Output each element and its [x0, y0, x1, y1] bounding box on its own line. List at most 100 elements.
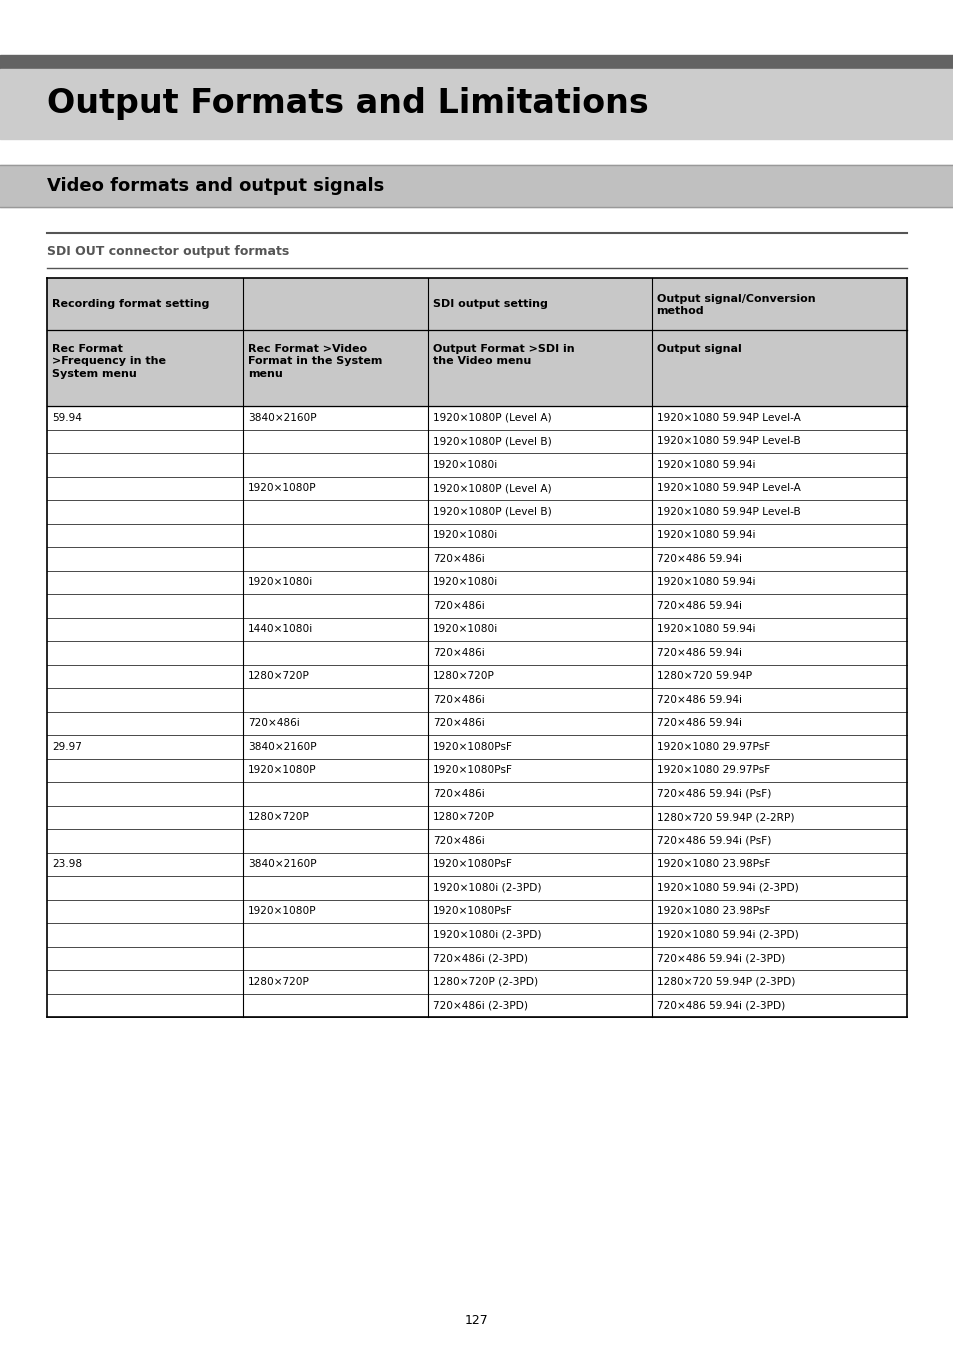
Text: 1920×1080 59.94i: 1920×1080 59.94i [656, 577, 754, 587]
Text: 1920×1080P: 1920×1080P [248, 906, 316, 917]
Text: 1920×1080i (2-3PD): 1920×1080i (2-3PD) [433, 930, 541, 940]
Bar [47, 500, 906, 523]
Text: 3840×2160P: 3840×2160P [248, 860, 316, 869]
Text: 1920×1080P (Level B): 1920×1080P (Level B) [433, 507, 551, 516]
Text: 23.98: 23.98 [52, 860, 82, 869]
Text: 1440×1080i: 1440×1080i [248, 625, 313, 634]
Text: 1280×720P: 1280×720P [433, 671, 495, 681]
Text: Output signal: Output signal [656, 343, 740, 354]
Bar [47, 664, 906, 688]
Text: 720×486i: 720×486i [433, 718, 484, 729]
Text: 1920×1080P (Level A): 1920×1080P (Level A) [433, 412, 551, 423]
Text: 720×486i: 720×486i [433, 600, 484, 611]
Text: 720×486 59.94i: 720×486 59.94i [656, 718, 740, 729]
Bar [47, 876, 906, 899]
Bar [47, 994, 906, 1017]
Text: 720×486i: 720×486i [433, 836, 484, 846]
Text: 1920×1080PsF: 1920×1080PsF [433, 860, 513, 869]
Text: 1920×1080 29.97PsF: 1920×1080 29.97PsF [656, 765, 769, 775]
Bar [0, 165, 953, 207]
Bar [47, 781, 906, 806]
Text: 1280×720P: 1280×720P [248, 976, 310, 987]
Bar [47, 829, 906, 853]
Text: 1920×1080PsF: 1920×1080PsF [433, 906, 513, 917]
Text: 1920×1080 59.94P Level-B: 1920×1080 59.94P Level-B [656, 507, 800, 516]
Text: 720×486 59.94i: 720×486 59.94i [656, 695, 740, 704]
Bar [47, 476, 906, 500]
Text: 3840×2160P: 3840×2160P [248, 412, 316, 423]
Text: 1280×720P: 1280×720P [248, 813, 310, 822]
Text: 1920×1080 59.94i (2-3PD): 1920×1080 59.94i (2-3PD) [656, 883, 798, 892]
Text: 1920×1080 59.94P Level-B: 1920×1080 59.94P Level-B [656, 437, 800, 446]
Text: 1920×1080 59.94i: 1920×1080 59.94i [656, 530, 754, 541]
Text: 1920×1080P (Level B): 1920×1080P (Level B) [433, 437, 551, 446]
Text: 1920×1080PsF: 1920×1080PsF [433, 742, 513, 752]
Bar [47, 571, 906, 594]
Text: SDI output setting: SDI output setting [433, 299, 547, 310]
Text: 1920×1080 59.94i: 1920×1080 59.94i [656, 460, 754, 469]
Text: 720×486i: 720×486i [433, 788, 484, 799]
Text: 1920×1080i: 1920×1080i [433, 625, 497, 634]
Text: 1920×1080i: 1920×1080i [248, 577, 313, 587]
Text: 720×486 59.94i (PsF): 720×486 59.94i (PsF) [656, 788, 770, 799]
Text: 1920×1080 23.98PsF: 1920×1080 23.98PsF [656, 860, 769, 869]
Bar [47, 806, 906, 829]
Text: Recording format setting: Recording format setting [52, 299, 209, 310]
Bar [47, 923, 906, 946]
Bar [47, 453, 906, 476]
Bar [47, 594, 906, 618]
Text: 720×486 59.94i (2-3PD): 720×486 59.94i (2-3PD) [656, 1000, 784, 1010]
Bar [47, 969, 906, 994]
Bar [47, 406, 906, 430]
Text: 127: 127 [465, 1314, 488, 1326]
Text: 1920×1080P (Level A): 1920×1080P (Level A) [433, 483, 551, 493]
Bar [47, 430, 906, 453]
Text: 1920×1080P: 1920×1080P [248, 483, 316, 493]
Text: 720×486i: 720×486i [433, 648, 484, 658]
Text: 1280×720 59.94P (2-2RP): 1280×720 59.94P (2-2RP) [656, 813, 793, 822]
Text: 1920×1080 59.94i: 1920×1080 59.94i [656, 625, 754, 634]
Bar [0, 55, 953, 69]
Text: Rec Format
>Frequency in the
System menu: Rec Format >Frequency in the System menu [52, 343, 166, 380]
Text: 1920×1080PsF: 1920×1080PsF [433, 765, 513, 775]
Bar [47, 523, 906, 548]
Bar [47, 688, 906, 711]
Text: 1920×1080 59.94i (2-3PD): 1920×1080 59.94i (2-3PD) [656, 930, 798, 940]
Text: Output Format >SDI in
the Video menu: Output Format >SDI in the Video menu [433, 343, 574, 366]
Text: 1920×1080i: 1920×1080i [433, 460, 497, 469]
Text: 720×486i (2-3PD): 720×486i (2-3PD) [433, 1000, 527, 1010]
Text: 1920×1080 29.97PsF: 1920×1080 29.97PsF [656, 742, 769, 752]
Bar [0, 69, 953, 139]
Text: Output Formats and Limitations: Output Formats and Limitations [47, 88, 648, 120]
Text: Video formats and output signals: Video formats and output signals [47, 177, 384, 195]
Bar [47, 711, 906, 735]
Text: 1280×720P: 1280×720P [433, 813, 495, 822]
Text: 1920×1080 59.94P Level-A: 1920×1080 59.94P Level-A [656, 412, 800, 423]
Text: 1920×1080i: 1920×1080i [433, 577, 497, 587]
Text: 1280×720P (2-3PD): 1280×720P (2-3PD) [433, 976, 537, 987]
Text: 1920×1080 59.94P Level-A: 1920×1080 59.94P Level-A [656, 483, 800, 493]
Text: Rec Format >Video
Format in the System
menu: Rec Format >Video Format in the System m… [248, 343, 382, 380]
Bar [47, 330, 906, 406]
Text: 720×486 59.94i: 720×486 59.94i [656, 600, 740, 611]
Bar [47, 899, 906, 923]
Bar [47, 618, 906, 641]
Text: 720×486i: 720×486i [433, 554, 484, 564]
Text: 720×486i: 720×486i [248, 718, 299, 729]
Text: 720×486 59.94i (PsF): 720×486 59.94i (PsF) [656, 836, 770, 846]
Text: 720×486 59.94i: 720×486 59.94i [656, 648, 740, 658]
Text: 1280×720 59.94P: 1280×720 59.94P [656, 671, 751, 681]
Bar [47, 279, 906, 330]
Text: 720×486 59.94i (2-3PD): 720×486 59.94i (2-3PD) [656, 953, 784, 963]
Text: 720×486i (2-3PD): 720×486i (2-3PD) [433, 953, 527, 963]
Text: 1920×1080P: 1920×1080P [248, 765, 316, 775]
Text: 3840×2160P: 3840×2160P [248, 742, 316, 752]
Text: 1920×1080i (2-3PD): 1920×1080i (2-3PD) [433, 883, 541, 892]
Text: 720×486i: 720×486i [433, 695, 484, 704]
Text: 29.97: 29.97 [52, 742, 82, 752]
Bar [47, 853, 906, 876]
Text: 720×486 59.94i: 720×486 59.94i [656, 554, 740, 564]
Text: 1280×720P: 1280×720P [248, 671, 310, 681]
Text: 1280×720 59.94P (2-3PD): 1280×720 59.94P (2-3PD) [656, 976, 794, 987]
Text: SDI OUT connector output formats: SDI OUT connector output formats [47, 246, 289, 258]
